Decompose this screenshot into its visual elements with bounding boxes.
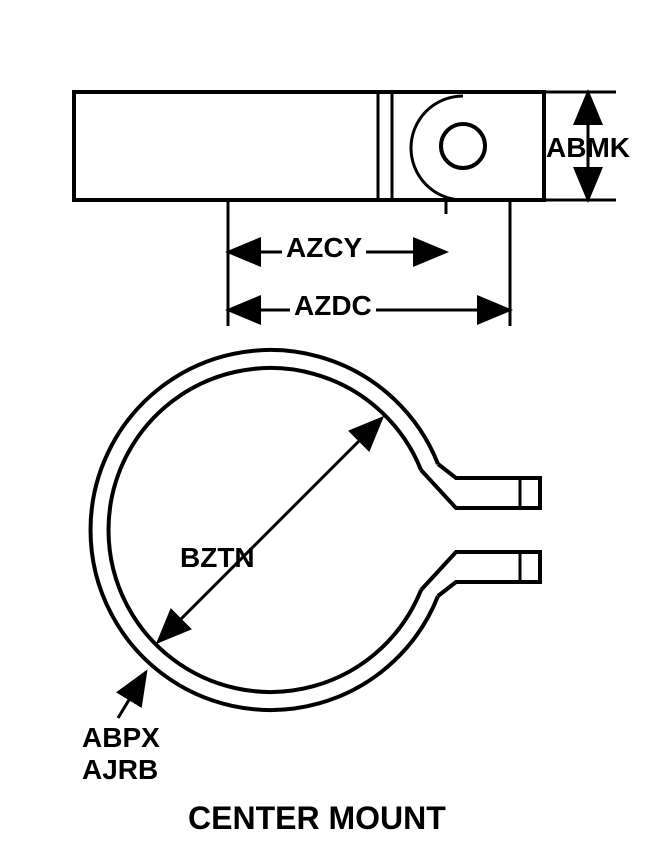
- ring-view: [91, 350, 540, 718]
- label-abmk: ABMK: [546, 132, 630, 164]
- label-abpx: ABPX: [82, 722, 160, 754]
- label-ajrb: AJRB: [82, 754, 158, 786]
- technical-diagram: ABMK AZCY AZDC BZTN ABPX AJRB CENTER MOU…: [0, 0, 649, 863]
- label-azcy: AZCY: [282, 232, 366, 264]
- label-bztn: BZTN: [180, 542, 255, 574]
- diagram-title: CENTER MOUNT: [188, 800, 446, 837]
- top-view: [74, 92, 544, 214]
- label-azdc: AZDC: [290, 290, 376, 322]
